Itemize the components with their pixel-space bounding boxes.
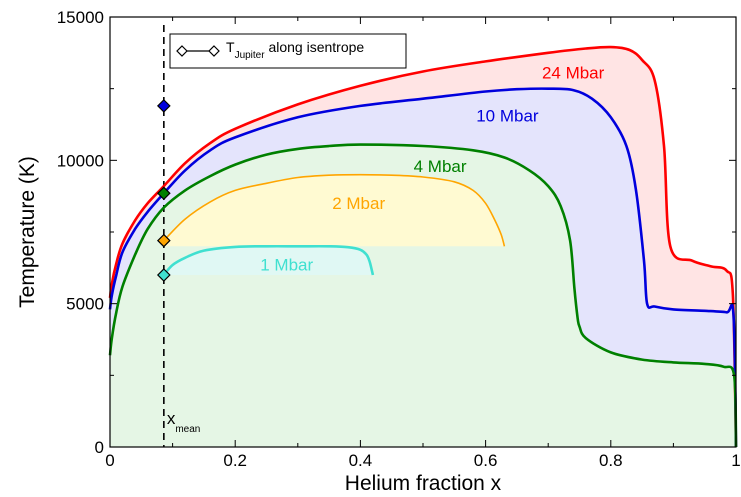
x-tick-label: 1 xyxy=(731,451,740,470)
x-tick-label: 0 xyxy=(105,451,114,470)
series-curves xyxy=(108,45,738,448)
y-tick-label: 0 xyxy=(95,438,104,457)
y-axis-title: Temperature (K) xyxy=(16,156,39,308)
marker-2-mbar xyxy=(156,233,171,248)
axes: 0 0.2 0.4 0.6 0.8 1 0 5000 10000 15000 Helium frac… xyxy=(16,8,741,495)
x-tick-label: 0.4 xyxy=(349,451,373,470)
legend-marker xyxy=(208,45,220,57)
y-tick-label: 15000 xyxy=(57,8,104,27)
x-tick-label: 0.2 xyxy=(223,451,247,470)
area-fills xyxy=(110,47,736,447)
curve-24-mbar xyxy=(108,45,738,448)
label-4-mbar: 4 Mbar xyxy=(414,157,467,176)
curve-1-mbar xyxy=(162,244,375,276)
x-tick-label: 0.8 xyxy=(599,451,623,470)
series-labels: 24 Mbar 10 Mbar 4 Mbar 2 Mbar 1 Mbar xyxy=(260,64,604,275)
x-tick-label: 0.6 xyxy=(474,451,498,470)
label-2-mbar: 2 Mbar xyxy=(332,194,385,213)
curve-2-mbar xyxy=(163,173,506,247)
area-2-mbar xyxy=(163,174,505,247)
x-axis-title: Helium fraction x xyxy=(345,472,502,495)
label-10-mbar: 10 Mbar xyxy=(476,107,539,126)
label-1-mbar: 1 Mbar xyxy=(260,256,313,275)
series-markers xyxy=(156,99,171,282)
area-1-mbar xyxy=(163,246,373,275)
curve-10-mbar xyxy=(108,87,738,448)
y-tick-label: 10000 xyxy=(57,151,104,170)
label-24-mbar: 24 Mbar xyxy=(542,64,605,83)
marker-4-mbar xyxy=(156,186,171,201)
legend-marker xyxy=(176,45,188,57)
curve-4-mbar xyxy=(108,143,738,448)
marker-1-mbar xyxy=(156,268,171,282)
legend: TJupiter along isentrope xyxy=(169,33,407,69)
y-tick-label: 5000 xyxy=(66,295,104,314)
marker-10-mbar xyxy=(156,99,171,113)
